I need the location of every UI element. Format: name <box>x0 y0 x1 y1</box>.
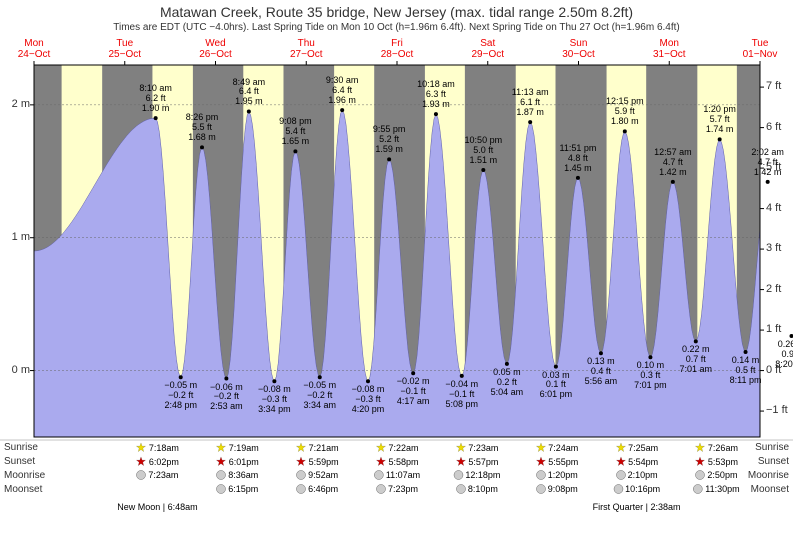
row-label-right: Moonset <box>751 484 789 495</box>
sunrise-cell: 7:22am <box>375 442 418 453</box>
date-label: Sat29−Oct <box>471 38 504 60</box>
tide-extremum-label: −0.05 m−0.2 ft2:48 pm <box>164 381 197 411</box>
sunset-cell: 5:55pm <box>535 456 578 467</box>
date-label: Tue01−Nov <box>743 38 778 60</box>
yaxis-right-label: 7 ft <box>766 80 793 92</box>
tide-extremum-label: −0.04 m−0.1 ft5:08 pm <box>445 380 478 410</box>
tide-extremum-label: 0.22 m0.7 ft7:01 am <box>680 345 713 375</box>
yaxis-right-label: 6 ft <box>766 121 793 133</box>
moonset-cell: 9:08pm <box>536 484 578 494</box>
row-label-left: Moonrise <box>4 470 45 481</box>
moonrise-cell: 11:07am <box>374 470 420 480</box>
moonset-cell: 10:16pm <box>613 484 660 494</box>
tide-extremum-label: 9:08 pm5.4 ft1.65 m <box>279 117 312 147</box>
tide-extremum-label: 0.14 m0.5 ft8:11 pm <box>730 356 762 386</box>
tide-chart: Matawan Creek, Route 35 bridge, New Jers… <box>0 0 793 539</box>
yaxis-left-label: 1 m <box>2 231 30 243</box>
moonset-cell: 8:10pm <box>456 484 498 494</box>
date-label: Sun30−Oct <box>562 38 595 60</box>
row-label-right: Moonrise <box>748 470 789 481</box>
tide-extremum-label: −0.05 m−0.2 ft3:34 am <box>303 381 336 411</box>
moonrise-cell: 1:20pm <box>536 470 578 480</box>
tide-extremum-label: 11:51 pm4.8 ft1.45 m <box>559 144 596 174</box>
sunrise-cell: 7:18am <box>136 442 179 453</box>
sunrise-cell: 7:24am <box>535 442 578 453</box>
tide-extremum-label: 2:02 am4.7 ft1.42 m <box>751 148 784 178</box>
moon-phase-label: New Moon | 6:48am <box>117 502 197 512</box>
moonset-cell: 6:46pm <box>296 484 338 494</box>
yaxis-right-label: 1 ft <box>766 323 793 335</box>
tide-extremum-label: 12:57 am4.7 ft1.42 m <box>654 148 692 178</box>
tide-extremum-label: 9:55 pm5.2 ft1.59 m <box>373 125 406 155</box>
sunrise-cell: 7:19am <box>216 442 259 453</box>
tide-extremum-label: 10:50 pm5.0 ft1.51 m <box>465 136 503 166</box>
tide-extremum-label: −0.08 m−0.3 ft4:20 pm <box>352 385 385 415</box>
tide-extremum-label: 0.26 m0.9 ft8:20 am <box>775 340 793 370</box>
date-label: Mon24−Oct <box>18 38 51 60</box>
moonrise-cell: 12:18pm <box>453 470 500 480</box>
tide-extremum-label: 8:26 pm5.5 ft1.68 m <box>186 113 219 143</box>
yaxis-right-label: 3 ft <box>766 242 793 254</box>
sunset-cell: 6:01pm <box>216 456 259 467</box>
moonrise-cell: 8:36am <box>216 470 258 480</box>
tide-extremum-label: −0.02 m−0.1 ft4:17 am <box>397 377 430 407</box>
tide-extremum-label: 12:15 pm5.9 ft1.80 m <box>606 97 644 127</box>
row-label-left: Sunrise <box>4 442 38 453</box>
row-label-right: Sunrise <box>755 442 789 453</box>
date-label: Wed26−Oct <box>199 38 232 60</box>
moonrise-cell: 2:10pm <box>616 470 658 480</box>
row-label-left: Moonset <box>4 484 42 495</box>
date-label: Tue25−Oct <box>108 38 141 60</box>
sunset-cell: 5:53pm <box>695 456 738 467</box>
yaxis-right-label: −1 ft <box>766 404 793 416</box>
yaxis-left-label: 0 m <box>2 364 30 376</box>
moonset-cell: 7:23pm <box>376 484 418 494</box>
sunset-cell: 5:58pm <box>375 456 418 467</box>
date-label: Mon31−Oct <box>653 38 686 60</box>
tide-extremum-label: 10:18 am6.3 ft1.93 m <box>417 80 455 110</box>
sunrise-cell: 7:26am <box>695 442 738 453</box>
sunset-cell: 6:02pm <box>136 456 179 467</box>
tide-extremum-label: 9:30 am6.4 ft1.96 m <box>326 76 359 106</box>
moonset-cell: 6:15pm <box>216 484 258 494</box>
moon-phase-label: First Quarter | 2:38am <box>593 502 681 512</box>
tide-extremum-label: 11:13 am6.1 ft1.87 m <box>512 88 549 118</box>
row-label-right: Sunset <box>758 456 789 467</box>
tide-extremum-label: 8:49 am6.4 ft1.95 m <box>233 78 266 108</box>
row-label-left: Sunset <box>4 456 35 467</box>
moonrise-cell: 7:23am <box>136 470 178 480</box>
moonrise-cell: 9:52am <box>296 470 338 480</box>
tide-extremum-label: 0.05 m0.2 ft5:04 am <box>491 368 524 398</box>
tide-extremum-label: −0.06 m−0.2 ft2:53 am <box>210 383 243 413</box>
sunset-cell: 5:54pm <box>615 456 658 467</box>
sunrise-cell: 7:25am <box>615 442 658 453</box>
yaxis-left-label: 2 m <box>2 98 30 110</box>
moonrise-cell: 2:50pm <box>695 470 737 480</box>
moonset-cell: 11:30pm <box>693 484 739 494</box>
tide-extremum-label: 1:20 pm5.7 ft1.74 m <box>703 105 736 135</box>
tide-extremum-label: 0.03 m0.1 ft6:01 pm <box>540 371 573 401</box>
sunset-cell: 5:59pm <box>296 456 339 467</box>
sunset-cell: 5:57pm <box>455 456 498 467</box>
date-label: Fri28−Oct <box>381 38 414 60</box>
tide-extremum-label: 0.10 m0.3 ft7:01 pm <box>634 361 667 391</box>
sunrise-cell: 7:23am <box>455 442 498 453</box>
tide-extremum-label: 0.13 m0.4 ft5:56 am <box>585 357 618 387</box>
tide-extremum-label: −0.08 m−0.3 ft3:34 pm <box>258 385 291 415</box>
tide-extremum-label: 8:10 am6.2 ft1.90 m <box>139 84 172 114</box>
date-label: Thu27−Oct <box>290 38 323 60</box>
sunrise-cell: 7:21am <box>296 442 339 453</box>
yaxis-right-label: 4 ft <box>766 202 793 214</box>
yaxis-right-label: 2 ft <box>766 283 793 295</box>
